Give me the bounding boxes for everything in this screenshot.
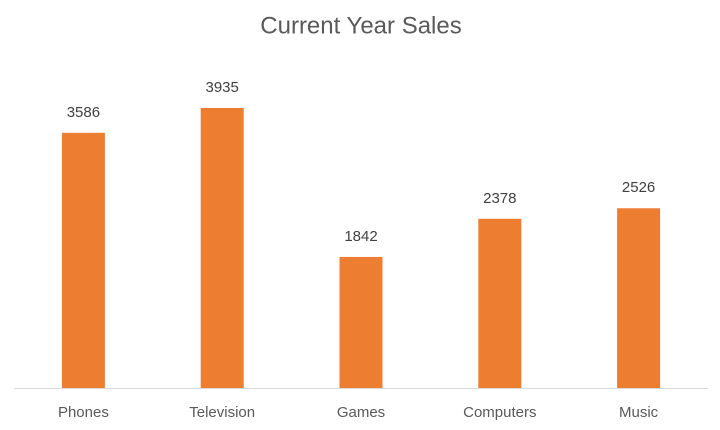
bar — [200, 108, 244, 388]
x-tick-label: Computers — [463, 404, 536, 421]
x-tick-label: Music — [619, 404, 659, 421]
chart-title: Current Year Sales — [260, 12, 461, 39]
data-label: 2526 — [622, 179, 655, 196]
bar — [617, 208, 661, 388]
data-label: 3935 — [206, 79, 239, 96]
data-label: 1842 — [344, 228, 377, 245]
x-tick-label: Games — [337, 404, 385, 421]
bar — [339, 256, 383, 388]
x-tick-label: Phones — [58, 404, 109, 421]
data-label: 2378 — [483, 190, 516, 207]
data-label: 3586 — [67, 104, 100, 121]
x-tick-label: Television — [189, 404, 255, 421]
bar — [61, 132, 105, 388]
bar — [478, 218, 522, 388]
